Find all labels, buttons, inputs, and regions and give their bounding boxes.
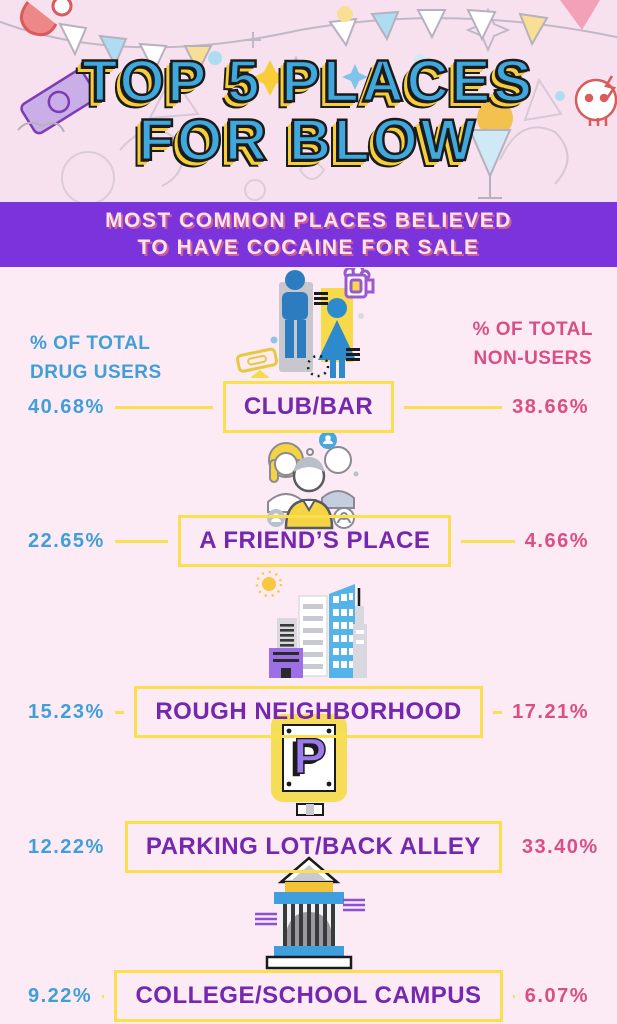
- non-users-column-header: % OF TOTAL NON-USERS: [473, 316, 593, 373]
- banner-line-1: MOST COMMON PLACES BELIEVED: [105, 209, 512, 233]
- parking-row: 12.22% PARKING LOT/BACK ALLEY 33.40%: [0, 821, 617, 873]
- party-doodles-background: [0, 0, 617, 202]
- college-row: 9.22% COLLEGE/SCHOOL CAMPUS 6.07%: [0, 970, 617, 1022]
- drug-users-header-line1: % OF TOTAL: [30, 333, 151, 354]
- friends-place-label-box: A FRIEND’S PLACE: [178, 515, 452, 567]
- club-bar-nonusers-value: 38.66%: [512, 395, 590, 418]
- college-nonusers-value: 6.07%: [524, 984, 590, 1007]
- header: TOP 5 PLACES FOR BLOW: [0, 0, 617, 202]
- parking-label-box: PARKING LOT/BACK ALLEY: [124, 821, 502, 873]
- svg-text:P: P: [289, 731, 322, 787]
- banner-line-2: TO HAVE COCAINE FOR SALE: [137, 235, 480, 259]
- title-line-1: TOP 5 PLACES: [81, 49, 535, 114]
- college-label: COLLEGE/SCHOOL CAMPUS: [135, 982, 482, 1009]
- parking-users-value: 12.22%: [28, 835, 105, 858]
- left-connector-line: [114, 710, 125, 714]
- club-bar-users-value: 40.68%: [28, 395, 105, 418]
- neighborhood-nonusers-value: 17.21%: [512, 700, 589, 723]
- college-label-box: COLLEGE/SCHOOL CAMPUS: [114, 970, 503, 1022]
- left-connector-line: [114, 539, 169, 543]
- friends-place-row: 22.65% A FRIEND’S PLACE 4.66%: [0, 515, 617, 567]
- club-bar-row: 40.68% CLUB/BAR 38.66%: [0, 380, 617, 434]
- neighborhood-icon: [0, 566, 617, 684]
- neighborhood-row: 15.23% ROUGH NEIGHBORHOOD 17.21%: [0, 686, 617, 738]
- page-title: TOP 5 PLACES FOR BLOW: [0, 49, 617, 174]
- left-connector-line: [114, 405, 213, 409]
- right-connector-line: [492, 710, 503, 714]
- parking-label: PARKING LOT/BACK ALLEY: [145, 833, 481, 860]
- neighborhood-label-box: ROUGH NEIGHBORHOOD: [134, 686, 483, 738]
- non-users-header-line1: % OF TOTAL: [472, 319, 593, 340]
- college-campus-icon: [0, 856, 617, 970]
- neighborhood-label: ROUGH NEIGHBORHOOD: [155, 698, 462, 725]
- club-bar-icon: [0, 268, 617, 380]
- right-connector-line: [512, 994, 515, 998]
- friends-place-users-value: 22.65%: [28, 529, 105, 552]
- title-line-2: FOR BLOW: [137, 108, 479, 174]
- subtitle-banner: MOST COMMON PLACES BELIEVED TO HAVE COCA…: [0, 202, 617, 267]
- friends-place-icon: [0, 432, 617, 538]
- friends-place-nonusers-value: 4.66%: [524, 529, 589, 552]
- club-bar-label: CLUB/BAR: [243, 393, 374, 420]
- friends-place-label: A FRIEND’S PLACE: [199, 527, 431, 554]
- drug-users-header-line2: DRUG USERS: [30, 361, 162, 383]
- neighborhood-users-value: 15.23%: [28, 700, 105, 723]
- left-connector-line: [102, 994, 105, 998]
- non-users-header-line2: NON-USERS: [473, 347, 593, 369]
- club-bar-label-box: CLUB/BAR: [222, 381, 395, 433]
- college-users-value: 9.22%: [28, 984, 93, 1007]
- right-connector-line: [461, 539, 515, 543]
- parking-nonusers-value: 33.40%: [521, 835, 599, 858]
- right-connector-line: [404, 405, 503, 409]
- drug-users-column-header: % OF TOTAL DRUG USERS: [30, 330, 162, 387]
